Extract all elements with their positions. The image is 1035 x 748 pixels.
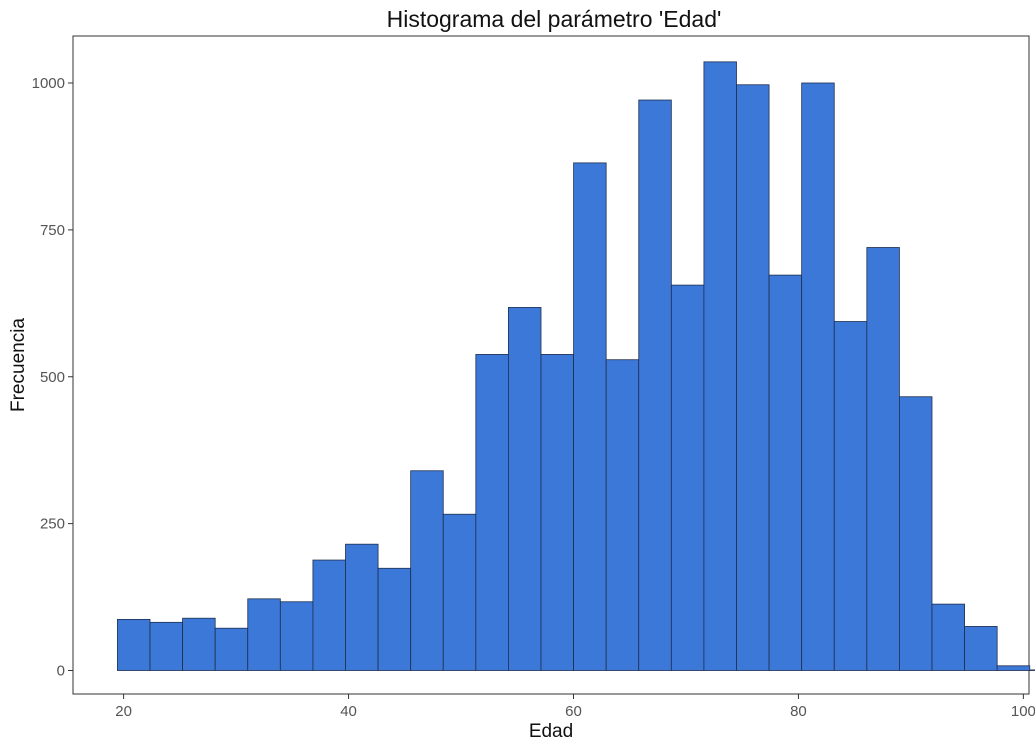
- histogram-bar: [247, 598, 281, 671]
- histogram-bar: [508, 307, 542, 671]
- histogram-bar: [703, 61, 737, 671]
- histogram-bar: [149, 621, 183, 671]
- histogram-bar: [833, 321, 868, 671]
- histogram-bar: [638, 99, 672, 671]
- histogram-bar: [964, 626, 998, 671]
- y-axis: 0 250 500 750 1000: [32, 75, 73, 680]
- x-tick-label: 80: [790, 703, 807, 720]
- histogram-bar: [442, 513, 477, 671]
- histogram-bar: [899, 396, 933, 671]
- histogram-bar: [736, 84, 770, 671]
- histogram-bar: [1029, 669, 1035, 671]
- plot-panel: [72, 35, 1030, 695]
- x-tick-label: 60: [565, 703, 582, 720]
- chart-title: Histograma del parámetro 'Edad': [387, 6, 722, 32]
- histogram-bar: [312, 559, 346, 671]
- histogram-bar: [410, 470, 444, 671]
- histogram-bar: [345, 543, 379, 671]
- histogram-bar: [996, 665, 1031, 671]
- histogram-bar: [801, 82, 835, 671]
- histogram-bar: [670, 284, 705, 671]
- histogram-bar: [931, 603, 965, 671]
- x-tick-label: 100: [1011, 703, 1035, 720]
- y-tick-label: 500: [40, 369, 65, 386]
- histogram-bar: [377, 567, 412, 671]
- histogram-bar: [279, 601, 314, 671]
- y-axis-title: Frecuencia: [8, 318, 29, 412]
- histogram-bar: [866, 247, 900, 671]
- x-axis: 20 40 60 80 100: [115, 694, 1035, 720]
- histogram-bar: [540, 354, 574, 671]
- y-tick-label: 1000: [32, 75, 65, 92]
- histogram-bar: [214, 627, 249, 671]
- histogram-bar: [117, 618, 151, 671]
- histogram-bar: [573, 162, 607, 671]
- y-tick-label: 750: [40, 222, 65, 239]
- x-tick-label: 40: [340, 703, 357, 720]
- histogram-bar: [605, 359, 640, 671]
- x-axis-title: Edad: [529, 721, 573, 742]
- histogram-bar: [182, 617, 216, 671]
- histogram-bar: [475, 354, 509, 671]
- bars-group: [117, 61, 1035, 671]
- y-tick-label: 0: [57, 663, 65, 680]
- histogram-bar: [768, 274, 803, 671]
- y-tick-label: 250: [40, 516, 65, 533]
- x-tick-label: 20: [115, 703, 132, 720]
